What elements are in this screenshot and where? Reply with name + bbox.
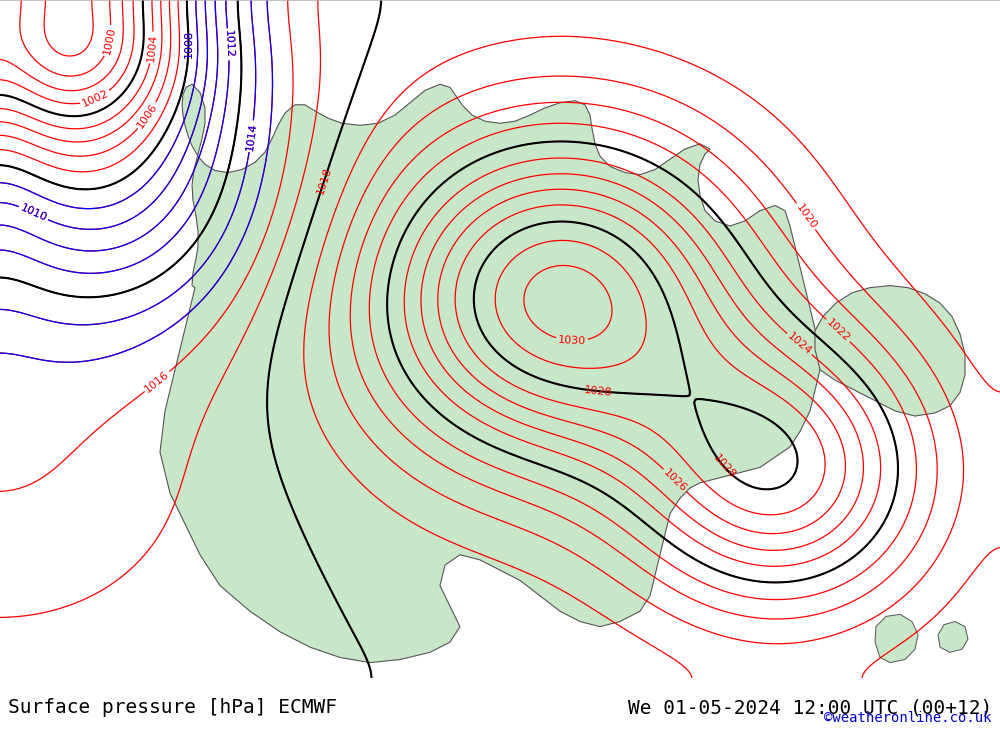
- Text: We 01-05-2024 12:00 UTC (00+12): We 01-05-2024 12:00 UTC (00+12): [628, 698, 992, 717]
- Text: 1030: 1030: [558, 335, 586, 347]
- Text: 1010: 1010: [19, 203, 48, 224]
- Text: 1014: 1014: [245, 122, 258, 151]
- Polygon shape: [160, 84, 820, 663]
- Text: 1000: 1000: [102, 26, 117, 56]
- Polygon shape: [875, 614, 918, 663]
- Text: Surface pressure [hPa] ECMWF: Surface pressure [hPa] ECMWF: [8, 698, 337, 717]
- Text: 1012: 1012: [223, 30, 234, 59]
- Text: 1020: 1020: [794, 202, 818, 231]
- Text: 1022: 1022: [824, 317, 852, 344]
- Text: 1006: 1006: [136, 101, 160, 130]
- Text: ©weatheronline.co.uk: ©weatheronline.co.uk: [824, 711, 992, 725]
- Text: 1012: 1012: [223, 30, 234, 59]
- Text: 1028: 1028: [584, 385, 613, 397]
- Text: 1026: 1026: [661, 467, 688, 494]
- Text: 1028: 1028: [711, 453, 737, 481]
- Text: 1014: 1014: [245, 122, 258, 151]
- Polygon shape: [815, 286, 965, 416]
- Text: 1016: 1016: [143, 369, 171, 394]
- Text: 1018: 1018: [315, 166, 333, 196]
- Text: 1010: 1010: [19, 203, 48, 224]
- Text: 1002: 1002: [81, 89, 110, 109]
- Text: 1024: 1024: [785, 331, 813, 357]
- Text: 1004: 1004: [146, 33, 159, 62]
- Text: 1008: 1008: [183, 30, 194, 59]
- Text: 1008: 1008: [183, 30, 194, 59]
- Polygon shape: [938, 622, 968, 652]
